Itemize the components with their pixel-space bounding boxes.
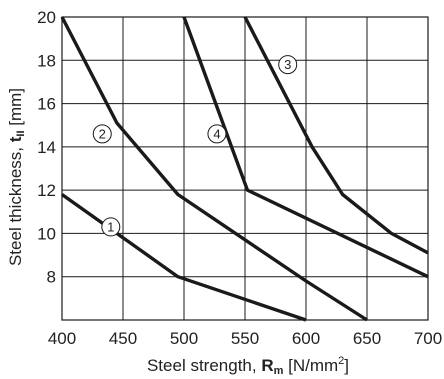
series-label-1: 1	[107, 219, 114, 234]
series-label-3: 3	[284, 57, 291, 72]
y-tick-label: 20	[37, 8, 56, 27]
y-axis-title: Steel thickness, tII [mm]	[6, 88, 27, 266]
x-axis-title: Steel strength, Rm [N/mm2]	[147, 355, 349, 377]
plot-frame	[61, 16, 429, 321]
series-label-4: 4	[213, 126, 220, 141]
series-label-circle-3	[278, 55, 298, 75]
x-tick-label: 700	[414, 329, 442, 348]
x-tick-label: 600	[292, 329, 320, 348]
series-label-circle-2	[92, 124, 112, 144]
series-label-circle-1	[101, 217, 121, 237]
x-tick-label: 450	[109, 329, 137, 348]
x-tick-label: 400	[48, 329, 76, 348]
y-tick-label: 14	[37, 138, 56, 157]
y-tick-label: 8	[47, 268, 56, 287]
y-tick-label: 16	[37, 95, 56, 114]
y-tick-label: 12	[37, 181, 56, 200]
series-line-1	[61, 193, 307, 322]
x-tick-label: 550	[231, 329, 259, 348]
series-line-2	[60, 16, 368, 322]
series-layer	[60, 16, 429, 322]
y-tick-label: 18	[37, 51, 56, 70]
x-tick-label: 500	[170, 329, 198, 348]
series-line-3	[243, 16, 429, 255]
x-tick-labels: 400 450 500 550 600 650 700	[48, 329, 442, 348]
series-line-4	[182, 16, 429, 279]
series-label-2: 2	[99, 126, 106, 141]
y-tick-labels: 8 10 12 14 16 18 20	[37, 8, 56, 287]
y-tick-label: 10	[37, 224, 56, 243]
grid	[61, 16, 429, 320]
series-labels: 1 2 3 4	[92, 55, 298, 237]
x-tick-label: 650	[353, 329, 381, 348]
series-label-circle-4	[207, 124, 227, 144]
